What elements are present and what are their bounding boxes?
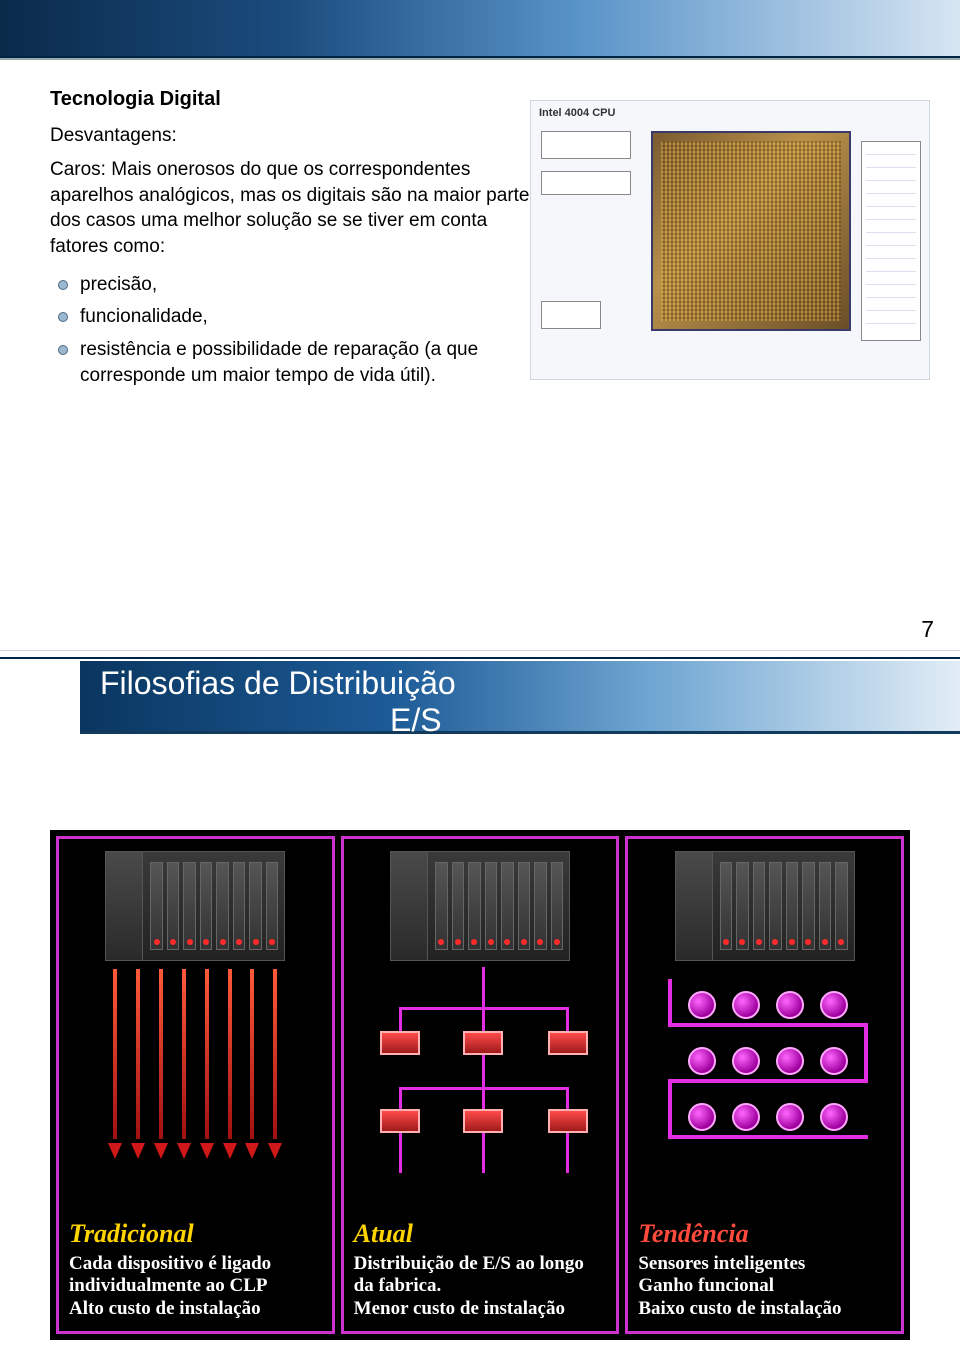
net-line-icon (482, 1133, 485, 1173)
io-module-icon (463, 1031, 503, 1055)
distribution-infographic: Tradicional Cada dispositivo é ligado in… (50, 830, 910, 1340)
net-line-icon (399, 1007, 402, 1033)
slide1-body: Caros: Mais onerosos do que os correspon… (50, 157, 530, 260)
net-line-icon (566, 1007, 569, 1033)
plc-device-icon (105, 851, 285, 961)
cpu-diagram-label: Intel 4004 CPU (539, 107, 615, 119)
net-line-icon (566, 1133, 569, 1173)
net-line-icon (399, 1133, 402, 1173)
bus-line-icon (668, 1079, 672, 1135)
sensor-node-icon (820, 1047, 848, 1075)
sensor-node-icon (732, 1047, 760, 1075)
sensor-node-icon (688, 1103, 716, 1131)
sensor-node-icon (820, 1103, 848, 1131)
sensor-node-icon (688, 991, 716, 1019)
bus-line-icon (668, 1079, 868, 1083)
caption-body: Sensores inteligentesGanho funcionalBaix… (638, 1253, 891, 1321)
sensor-node-icon (820, 991, 848, 1019)
panel-tendencia: Tendência Sensores inteligentesGanho fun… (625, 836, 904, 1334)
arrow-down-icon (156, 969, 166, 1159)
arrow-down-icon (202, 969, 212, 1159)
bus-line-icon (668, 1135, 868, 1139)
panel-caption: Tradicional Cada dispositivo é ligado in… (69, 1219, 322, 1321)
sensor-node-icon (776, 991, 804, 1019)
slide2: Filosofias de Distribuição E/S Tradicion… (0, 650, 960, 738)
cpu-diagram: Intel 4004 CPU (530, 100, 930, 380)
sensor-node-icon (776, 1047, 804, 1075)
caption-title: Tendência (638, 1219, 891, 1249)
slide1-header-bar (0, 0, 960, 58)
net-line-icon (482, 1087, 485, 1111)
bus-line-icon (668, 1023, 868, 1027)
slide2-title-line1: Filosofias de Distribuição (100, 665, 456, 701)
panel-caption: Tendência Sensores inteligentesGanho fun… (638, 1219, 891, 1321)
slide2-title-line2: E/S (100, 702, 456, 739)
io-module-icon (380, 1109, 420, 1133)
io-module-icon (548, 1109, 588, 1133)
panel-atual: Atual Distribuição de E/S ao longo da fa… (341, 836, 620, 1334)
page-number: 7 (921, 616, 934, 643)
net-line-icon (482, 1055, 485, 1089)
bus-line-icon (668, 979, 672, 1023)
plc-device-icon (675, 851, 855, 961)
net-line-icon (399, 1087, 402, 1111)
arrow-down-icon (225, 969, 235, 1159)
io-module-icon (380, 1031, 420, 1055)
bus-line-icon (864, 1023, 868, 1079)
arrows-group (110, 969, 280, 1159)
cpu-register-block-icon (861, 141, 921, 341)
slide2-header-bar: Filosofias de Distribuição E/S (0, 650, 960, 738)
io-module-icon (548, 1031, 588, 1055)
sensor-node-icon (776, 1103, 804, 1131)
plc-device-icon (390, 851, 570, 961)
caption-title: Tradicional (69, 1219, 322, 1249)
slide1-bullets: precisão, funcionalidade, resistência e … (50, 272, 530, 390)
panel-caption: Atual Distribuição de E/S ao longo da fa… (354, 1219, 607, 1321)
sensor-node-icon (732, 1103, 760, 1131)
panel-tradicional: Tradicional Cada dispositivo é ligado in… (56, 836, 335, 1334)
caption-title: Atual (354, 1219, 607, 1249)
sensor-node-icon (732, 991, 760, 1019)
arrow-down-icon (110, 969, 120, 1159)
arrow-down-icon (179, 969, 189, 1159)
remote-io-network (344, 967, 617, 1177)
bullet-item: funcionalidade, (80, 304, 530, 331)
caption-body: Distribuição de E/S ao longo da fabrica.… (354, 1253, 607, 1321)
arrow-down-icon (270, 969, 280, 1159)
arrow-down-icon (133, 969, 143, 1159)
arrow-down-icon (247, 969, 257, 1159)
bullet-item: resistência e possibilidade de reparação… (80, 337, 530, 390)
net-line-icon (482, 1007, 485, 1033)
bullet-item: precisão, (80, 272, 530, 299)
cpu-block-icon (541, 171, 631, 195)
io-module-icon (463, 1109, 503, 1133)
sensor-node-icon (688, 1047, 716, 1075)
net-line-icon (566, 1087, 569, 1111)
cpu-block-icon (541, 131, 631, 159)
cpu-chip-icon (651, 131, 851, 331)
cpu-block-icon (541, 301, 601, 329)
smart-sensor-bus (628, 979, 901, 1179)
caption-body: Cada dispositivo é ligado individualment… (69, 1253, 322, 1321)
slide2-title: Filosofias de Distribuição E/S (100, 665, 456, 739)
net-line-icon (482, 967, 485, 1007)
